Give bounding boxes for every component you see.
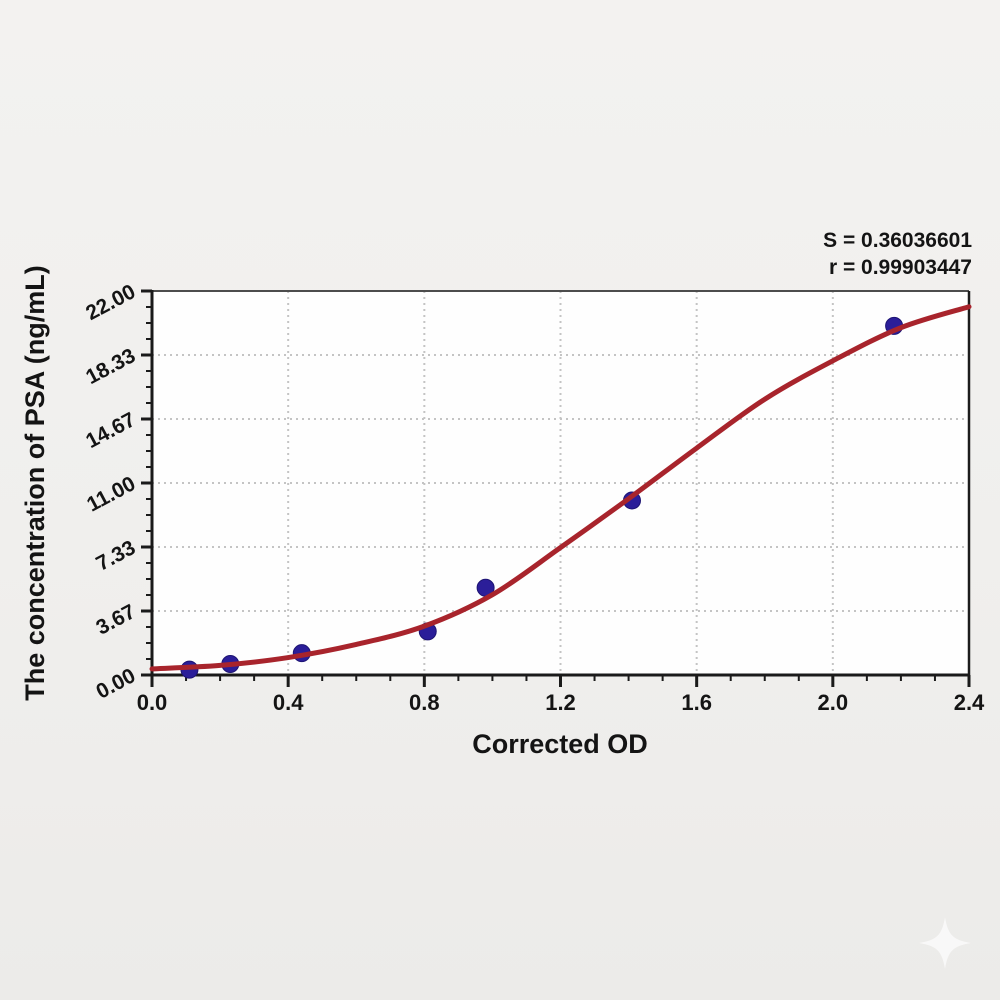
- y-tick-label: 14.67: [82, 408, 139, 453]
- x-tick-label: 0.8: [409, 690, 440, 715]
- x-tick-label: 1.6: [681, 690, 712, 715]
- x-tick-label: 2.4: [954, 690, 985, 715]
- data-series: [149, 304, 972, 679]
- x-tick-label: 1.2: [545, 690, 576, 715]
- y-tick-label: 3.67: [92, 600, 139, 639]
- fit-curve: [149, 304, 972, 672]
- y-tick-label: 18.33: [82, 344, 139, 389]
- y-tick-label: 22.00: [82, 280, 139, 325]
- y-tick-label: 0.00: [92, 664, 139, 703]
- y-axis-title: The concentration of PSA (ng/mL): [20, 265, 50, 701]
- y-tick-label: 7.33: [92, 536, 139, 575]
- x-tick-label: 0.0: [137, 690, 168, 715]
- s-statistic: S = 0.36036601: [823, 229, 972, 252]
- y-tick-label: 11.00: [83, 472, 139, 516]
- x-axis-title: Corrected OD: [472, 729, 648, 759]
- r-statistic: r = 0.99903447: [829, 256, 972, 279]
- sparkle-watermark-icon: [919, 917, 971, 969]
- x-tick-label: 0.4: [273, 690, 304, 715]
- axis-ticks: [141, 289, 971, 687]
- x-tick-label: 2.0: [818, 690, 849, 715]
